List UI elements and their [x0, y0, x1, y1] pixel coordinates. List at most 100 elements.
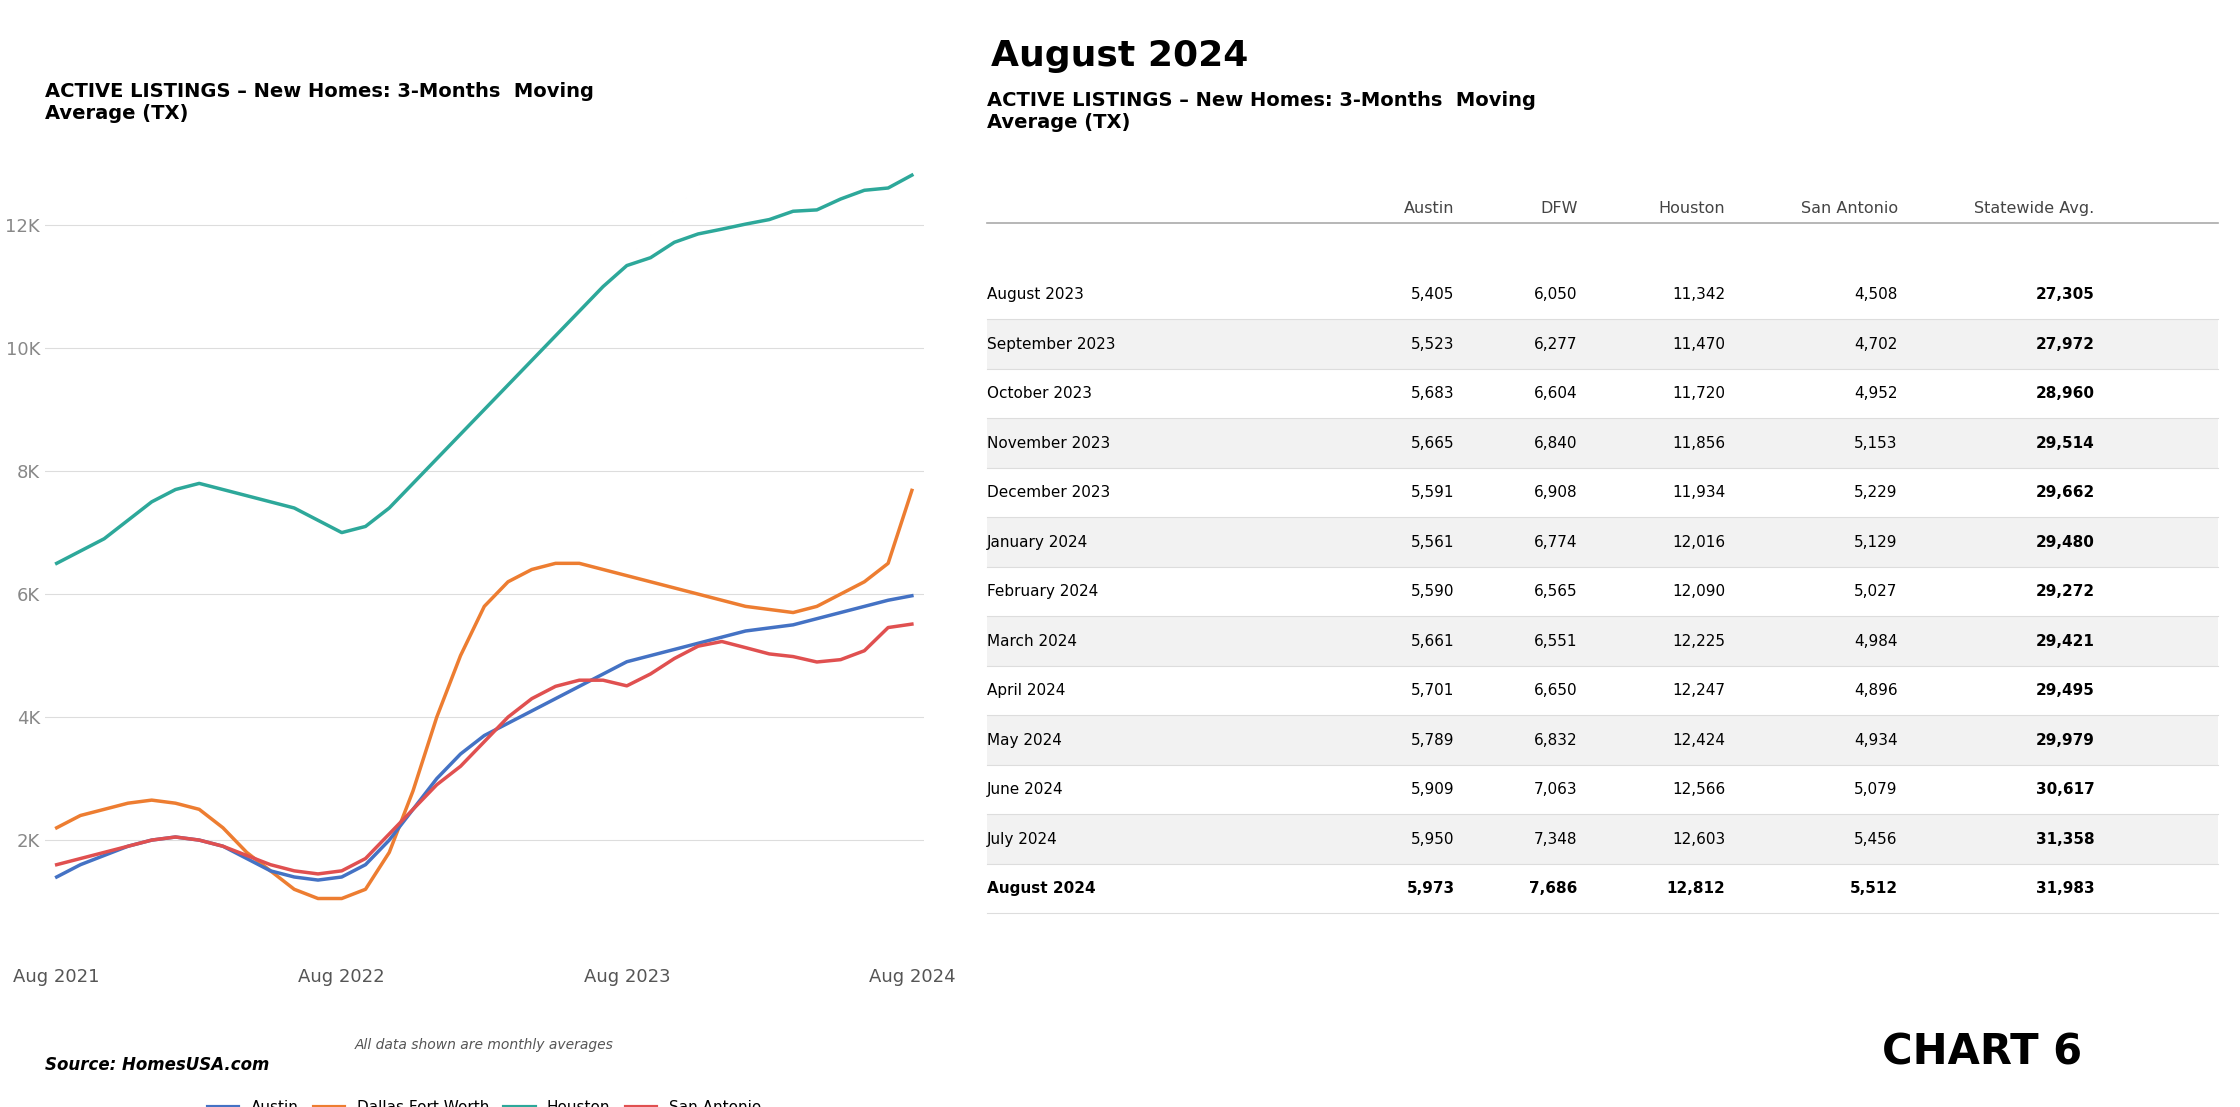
- Text: 6,840: 6,840: [1534, 435, 1577, 451]
- Text: 27,305: 27,305: [2036, 287, 2094, 302]
- Text: 5,950: 5,950: [1411, 831, 1454, 847]
- Text: 5,405: 5,405: [1411, 287, 1454, 302]
- FancyBboxPatch shape: [988, 665, 2218, 715]
- FancyBboxPatch shape: [988, 863, 2218, 913]
- Text: 27,972: 27,972: [2036, 337, 2094, 352]
- Text: 5,973: 5,973: [1407, 881, 1454, 896]
- Text: 6,551: 6,551: [1534, 633, 1577, 649]
- Text: 29,495: 29,495: [2036, 683, 2094, 699]
- Text: April 2024: April 2024: [988, 683, 1066, 699]
- Text: 12,090: 12,090: [1673, 584, 1725, 599]
- Text: 28,960: 28,960: [2036, 386, 2094, 401]
- Text: 6,774: 6,774: [1534, 535, 1577, 549]
- FancyBboxPatch shape: [988, 468, 2218, 517]
- Text: 5,456: 5,456: [1855, 831, 1897, 847]
- Text: July 2024: July 2024: [988, 831, 1057, 847]
- FancyBboxPatch shape: [988, 765, 2218, 815]
- Text: Statewide Avg.: Statewide Avg.: [1973, 200, 2094, 216]
- Text: 5,079: 5,079: [1855, 782, 1897, 797]
- Text: 5,153: 5,153: [1855, 435, 1897, 451]
- Text: February 2024: February 2024: [988, 584, 1098, 599]
- Text: 11,470: 11,470: [1673, 337, 1725, 352]
- Text: 4,952: 4,952: [1855, 386, 1897, 401]
- Text: 5,129: 5,129: [1855, 535, 1897, 549]
- Text: 5,789: 5,789: [1411, 733, 1454, 747]
- FancyBboxPatch shape: [988, 715, 2218, 765]
- Text: 12,016: 12,016: [1673, 535, 1725, 549]
- Text: 11,934: 11,934: [1671, 485, 1725, 500]
- Text: 5,590: 5,590: [1411, 584, 1454, 599]
- Text: San Antonio: San Antonio: [1801, 200, 1897, 216]
- FancyBboxPatch shape: [988, 369, 2218, 418]
- Text: December 2023: December 2023: [988, 485, 1111, 500]
- Text: 5,027: 5,027: [1855, 584, 1897, 599]
- Text: November 2023: November 2023: [988, 435, 1111, 451]
- Text: Source: HomesUSA.com: Source: HomesUSA.com: [45, 1056, 269, 1074]
- Text: June 2024: June 2024: [988, 782, 1064, 797]
- Text: 12,225: 12,225: [1673, 633, 1725, 649]
- Text: 5,512: 5,512: [1850, 881, 1897, 896]
- Text: 6,277: 6,277: [1534, 337, 1577, 352]
- Text: All data shown are monthly averages: All data shown are monthly averages: [354, 1038, 614, 1052]
- Text: January 2024: January 2024: [988, 535, 1089, 549]
- FancyBboxPatch shape: [988, 517, 2218, 567]
- FancyBboxPatch shape: [988, 815, 2218, 863]
- Text: August 2023: August 2023: [988, 287, 1084, 302]
- Text: 29,979: 29,979: [2036, 733, 2094, 747]
- Text: 4,702: 4,702: [1855, 337, 1897, 352]
- Text: 6,565: 6,565: [1534, 584, 1577, 599]
- Text: 4,896: 4,896: [1855, 683, 1897, 699]
- Text: 12,424: 12,424: [1673, 733, 1725, 747]
- Text: 7,686: 7,686: [1530, 881, 1577, 896]
- Text: 29,421: 29,421: [2036, 633, 2094, 649]
- Text: October 2023: October 2023: [988, 386, 1093, 401]
- Text: 5,523: 5,523: [1411, 337, 1454, 352]
- Text: 31,358: 31,358: [2036, 831, 2094, 847]
- Text: 12,247: 12,247: [1673, 683, 1725, 699]
- Text: 5,229: 5,229: [1855, 485, 1897, 500]
- Text: 5,561: 5,561: [1411, 535, 1454, 549]
- Text: 7,063: 7,063: [1534, 782, 1577, 797]
- FancyBboxPatch shape: [988, 567, 2218, 617]
- FancyBboxPatch shape: [988, 270, 2218, 319]
- Text: 6,832: 6,832: [1534, 733, 1577, 747]
- Text: 4,934: 4,934: [1855, 733, 1897, 747]
- Text: DFW: DFW: [1541, 200, 1577, 216]
- Text: 6,604: 6,604: [1534, 386, 1577, 401]
- Text: ACTIVE LISTINGS – New Homes: 3-Months  Moving
Average (TX): ACTIVE LISTINGS – New Homes: 3-Months Mo…: [45, 82, 594, 123]
- Text: 30,617: 30,617: [2036, 782, 2094, 797]
- FancyBboxPatch shape: [988, 418, 2218, 468]
- Text: 5,909: 5,909: [1411, 782, 1454, 797]
- Text: 7,348: 7,348: [1534, 831, 1577, 847]
- Text: Austin: Austin: [1404, 200, 1454, 216]
- Text: March 2024: March 2024: [988, 633, 1077, 649]
- Text: 5,701: 5,701: [1411, 683, 1454, 699]
- Text: 6,650: 6,650: [1534, 683, 1577, 699]
- Text: 4,508: 4,508: [1855, 287, 1897, 302]
- Text: August 2024: August 2024: [988, 881, 1095, 896]
- Text: May 2024: May 2024: [988, 733, 1062, 747]
- Text: 12,812: 12,812: [1667, 881, 1725, 896]
- Text: CHART 6: CHART 6: [1882, 1032, 2081, 1074]
- Text: 5,665: 5,665: [1411, 435, 1454, 451]
- Text: 6,050: 6,050: [1534, 287, 1577, 302]
- Text: 29,272: 29,272: [2036, 584, 2094, 599]
- Text: August 2024: August 2024: [992, 39, 1248, 73]
- Text: 4,984: 4,984: [1855, 633, 1897, 649]
- Text: 12,566: 12,566: [1671, 782, 1725, 797]
- Text: 5,591: 5,591: [1411, 485, 1454, 500]
- Text: 29,514: 29,514: [2036, 435, 2094, 451]
- FancyBboxPatch shape: [988, 319, 2218, 369]
- Text: ACTIVE LISTINGS – New Homes: 3-Months  Moving
Average (TX): ACTIVE LISTINGS – New Homes: 3-Months Mo…: [988, 92, 1537, 133]
- Text: 11,856: 11,856: [1673, 435, 1725, 451]
- Text: 12,603: 12,603: [1671, 831, 1725, 847]
- Text: September 2023: September 2023: [988, 337, 1116, 352]
- Text: 11,342: 11,342: [1673, 287, 1725, 302]
- Text: 6,908: 6,908: [1534, 485, 1577, 500]
- Text: 29,662: 29,662: [2036, 485, 2094, 500]
- Text: 5,683: 5,683: [1411, 386, 1454, 401]
- Text: Houston: Houston: [1660, 200, 1725, 216]
- Text: 5,661: 5,661: [1411, 633, 1454, 649]
- Text: 11,720: 11,720: [1673, 386, 1725, 401]
- Text: 29,480: 29,480: [2036, 535, 2094, 549]
